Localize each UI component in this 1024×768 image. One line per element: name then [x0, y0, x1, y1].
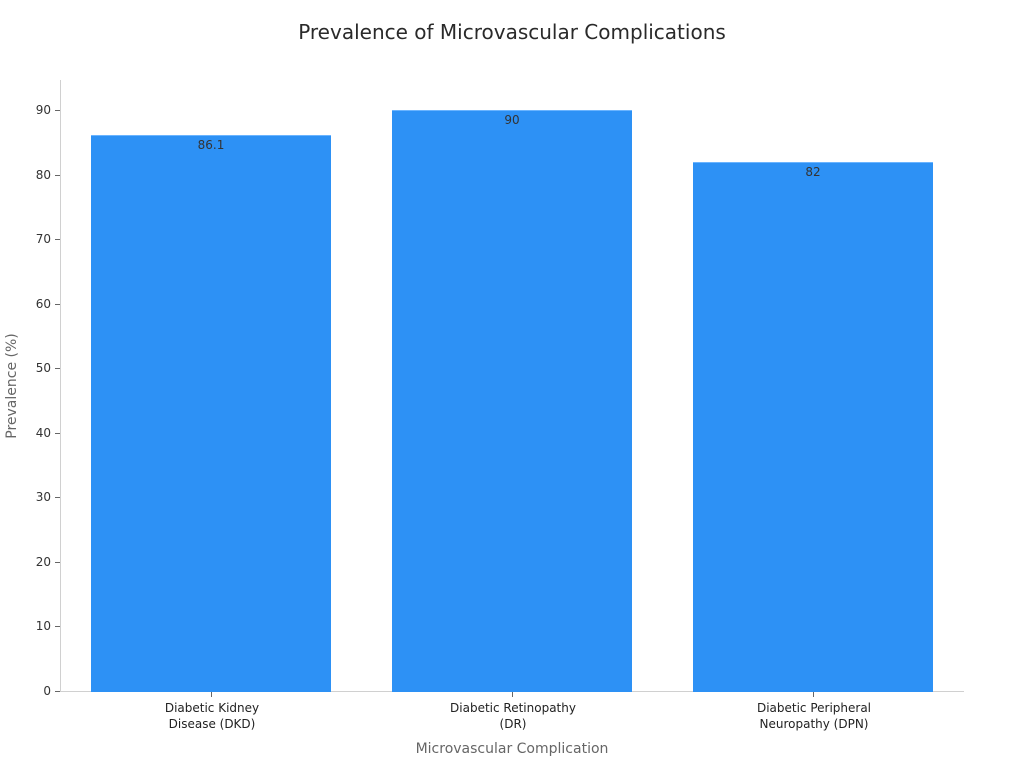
y-tick-label: 0 [43, 684, 51, 698]
x-tick-label-line: Disease (DKD) [168, 717, 256, 731]
y-tick-mark [55, 303, 60, 305]
y-tick-label: 60 [35, 296, 51, 311]
y-tick-label: 30 [35, 490, 51, 505]
x-tick-mark [512, 692, 513, 697]
y-tick-label: 50 [35, 361, 51, 376]
x-tick-mark [211, 692, 212, 697]
x-tick-label: Diabetic Retinopathy (DR) [393, 700, 633, 732]
y-axis-label: Prevalence (%) [4, 333, 20, 439]
y-tick-mark [55, 110, 60, 111]
y-tick-label: 70 [35, 232, 51, 247]
y-tick: 40 [0, 426, 60, 440]
y-tick: 90 [0, 103, 60, 117]
x-tick-mark [813, 692, 814, 697]
y-tick: 70 [0, 232, 60, 246]
y-tick: 20 [0, 555, 60, 569]
y-tick-mark [55, 174, 60, 176]
x-axis-label: Microvascular Complication [415, 741, 609, 757]
bar-value-label: 90 [504, 113, 520, 127]
x-tick-label-line: Diabetic Kidney [164, 701, 260, 715]
y-tick: 50 [0, 361, 60, 375]
x-tick-label-line: (DR) [499, 717, 527, 731]
y-axis-line [60, 80, 61, 692]
x-tick-label: Diabetic Kidney Disease (DKD) [92, 700, 332, 732]
x-tick-label-line: Diabetic Retinopathy [450, 701, 576, 715]
bar-value-label: 86.1 [197, 138, 225, 153]
y-tick-mark [55, 497, 60, 499]
y-tick: 30 [0, 490, 60, 504]
y-tick-mark [55, 239, 60, 241]
x-tick-label-line: Neuropathy (DPN) [759, 717, 869, 731]
y-tick-label: 20 [35, 554, 51, 569]
y-tick-mark [55, 561, 60, 563]
bar[interactable] [392, 110, 632, 692]
y-tick-label: 90 [35, 103, 51, 117]
bar-value-label: 82 [805, 164, 821, 179]
y-tick-mark [55, 626, 60, 628]
y-tick-label: 10 [35, 619, 51, 634]
y-tick: 0 [0, 684, 60, 698]
y-tick-mark [55, 691, 60, 692]
y-tick-mark [55, 368, 60, 370]
chart-title: Prevalence of Microvascular Complication… [298, 20, 726, 44]
bar[interactable] [91, 135, 331, 692]
y-tick-label: 40 [35, 425, 51, 440]
bar[interactable] [693, 161, 933, 692]
y-tick: 10 [0, 619, 60, 633]
x-tick-label-line: Diabetic Peripheral [756, 701, 872, 715]
y-tick: 60 [0, 297, 60, 311]
x-tick-label: Diabetic Peripheral Neuropathy (DPN) [694, 700, 934, 732]
y-tick-label: 80 [35, 167, 51, 182]
y-tick-mark [55, 432, 60, 434]
y-tick: 80 [0, 168, 60, 182]
